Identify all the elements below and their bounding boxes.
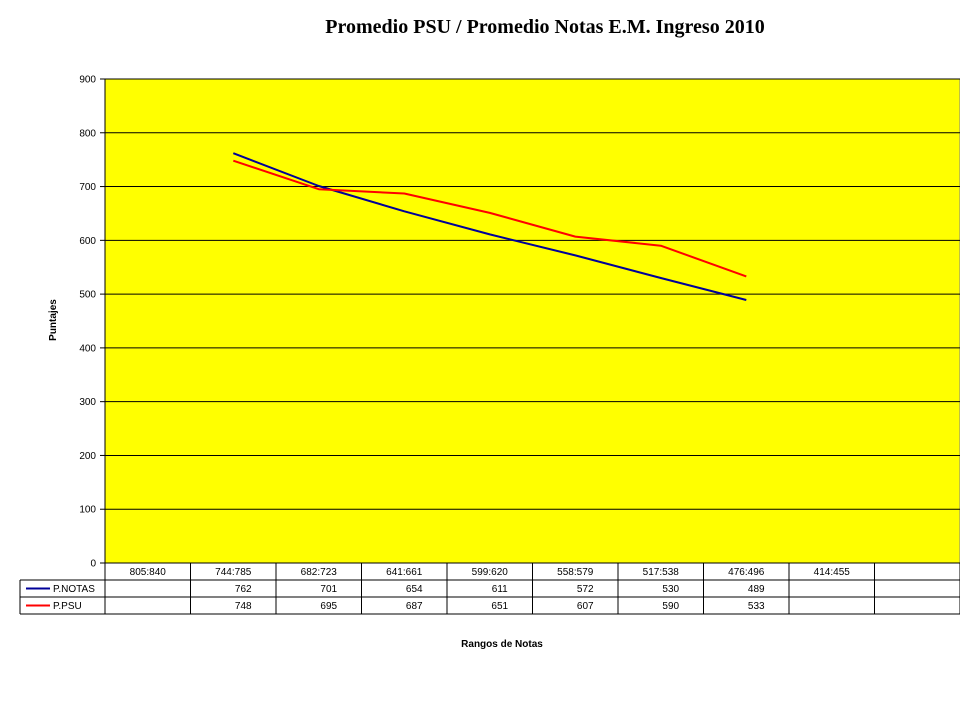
category-label: 682:723 [301,567,338,578]
category-label: 414:455 [814,567,851,578]
y-tick-label: 200 [79,451,96,462]
data-value: 530 [662,584,679,595]
y-axis-title: Puntajes [48,299,59,341]
series-line-p-psu [232,159,747,278]
legend-label: P.NOTAS [53,584,95,595]
data-value: 654 [406,584,423,595]
y-tick-label: 400 [79,343,96,354]
chart-title: Promedio PSU / Promedio Notas E.M. Ingre… [325,16,765,38]
data-value: 701 [320,584,337,595]
category-label: 558:579 [557,567,594,578]
category-label: 744:785 [215,567,252,578]
y-tick-label: 700 [79,182,96,193]
legend-label: P.PSU [53,601,82,612]
data-value: 533 [748,601,765,612]
data-table: 805:840 744:785 682:723 641:661 599:620 558:5… [19,562,960,615]
data-value: 762 [235,584,252,595]
data-value: 748 [235,601,252,612]
data-value: 687 [406,601,423,612]
y-tick-label: 500 [79,290,96,301]
data-value: 651 [491,601,508,612]
data-value: 607 [577,601,594,612]
y-tick-label: 100 [79,505,96,516]
y-tick-label: 300 [79,397,96,408]
plot-area: 0 100 200 300 400 500 600 700 800 900 [79,75,960,570]
x-axis-title: Rangos de Notas [461,639,543,650]
category-label: 476:496 [728,567,765,578]
category-label: 517:538 [643,567,680,578]
series-line-p-notas [232,152,747,301]
data-value: 489 [748,584,765,595]
y-tick-label: 900 [79,75,96,86]
data-value: 572 [577,584,594,595]
data-value: 695 [320,601,337,612]
category-label: 599:620 [472,567,509,578]
data-value: 590 [662,601,679,612]
y-tick-label: 600 [79,236,96,247]
data-value: 611 [492,584,508,595]
category-label: 805:840 [130,567,167,578]
category-label: 641:661 [386,567,423,578]
y-tick-label: 800 [79,128,96,139]
y-tick-label: 0 [90,559,96,570]
plot-background [104,78,960,564]
